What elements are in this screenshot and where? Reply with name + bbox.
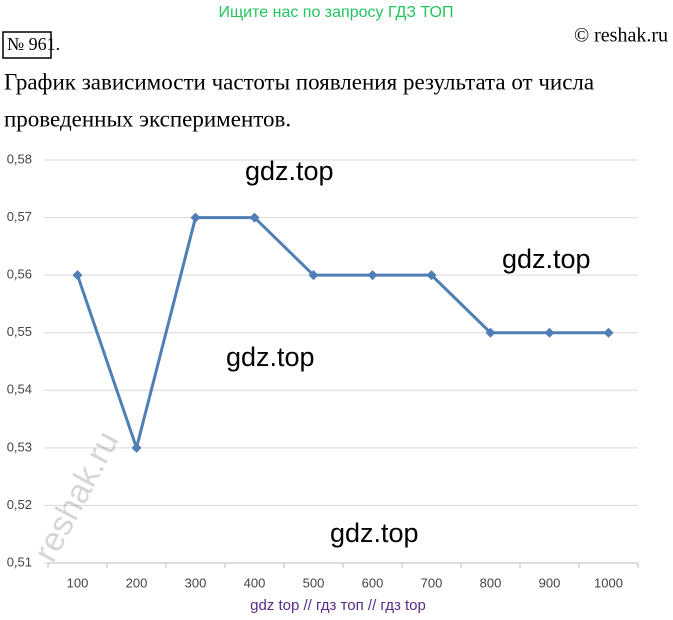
y-tick-label: 0,55: [7, 324, 32, 339]
data-point: [485, 327, 496, 338]
data-point: [544, 327, 555, 338]
x-tick-label: 100: [67, 575, 89, 590]
x-tick-label: 800: [480, 575, 502, 590]
x-tick-label: 700: [421, 575, 443, 590]
y-tick-label: 0,51: [7, 554, 32, 569]
x-tick-label: 200: [126, 575, 148, 590]
watermark: gdz.top: [245, 156, 334, 186]
watermark: gdz.top: [226, 342, 315, 372]
data-point: [131, 442, 142, 453]
y-tick-label: 0,52: [7, 497, 32, 512]
data-point: [367, 270, 378, 281]
y-tick-label: 0,54: [7, 382, 32, 397]
y-tick-label: 0,56: [7, 267, 32, 282]
data-point: [72, 270, 83, 281]
copyright: © reshak.ru: [574, 25, 668, 47]
x-tick-label: 900: [539, 575, 561, 590]
x-tick-label: 500: [303, 575, 325, 590]
watermark: gdz.top: [330, 518, 419, 548]
number-box: [2, 31, 52, 59]
data-line: [76, 216, 609, 454]
data-point: [308, 270, 319, 281]
data-point: [603, 327, 614, 338]
data-point: [249, 212, 260, 223]
x-tick-label: 400: [244, 575, 266, 590]
y-tick-label: 0,57: [7, 209, 32, 224]
footer: gdz top // гдз топ // гдз top: [250, 597, 426, 614]
y-tick-label: 0,53: [7, 439, 32, 454]
watermark: gdz.top: [502, 244, 591, 274]
y-tick-label: 0,58: [7, 151, 32, 166]
watermark: reshak.ru: [26, 425, 126, 568]
x-tick-label: 1000: [594, 575, 623, 590]
x-tick-label: 300: [185, 575, 207, 590]
data-point: [190, 212, 201, 223]
data-point: [426, 270, 437, 281]
x-tick-label: 600: [362, 575, 384, 590]
text-line: проведенных экспериментов.: [4, 106, 291, 131]
task-number: № 961.: [7, 34, 60, 54]
search-hint: Ищите нас по запросу ГДЗ ТОП: [219, 4, 454, 21]
text-line: График зависимости частоты появления рез…: [4, 69, 594, 94]
